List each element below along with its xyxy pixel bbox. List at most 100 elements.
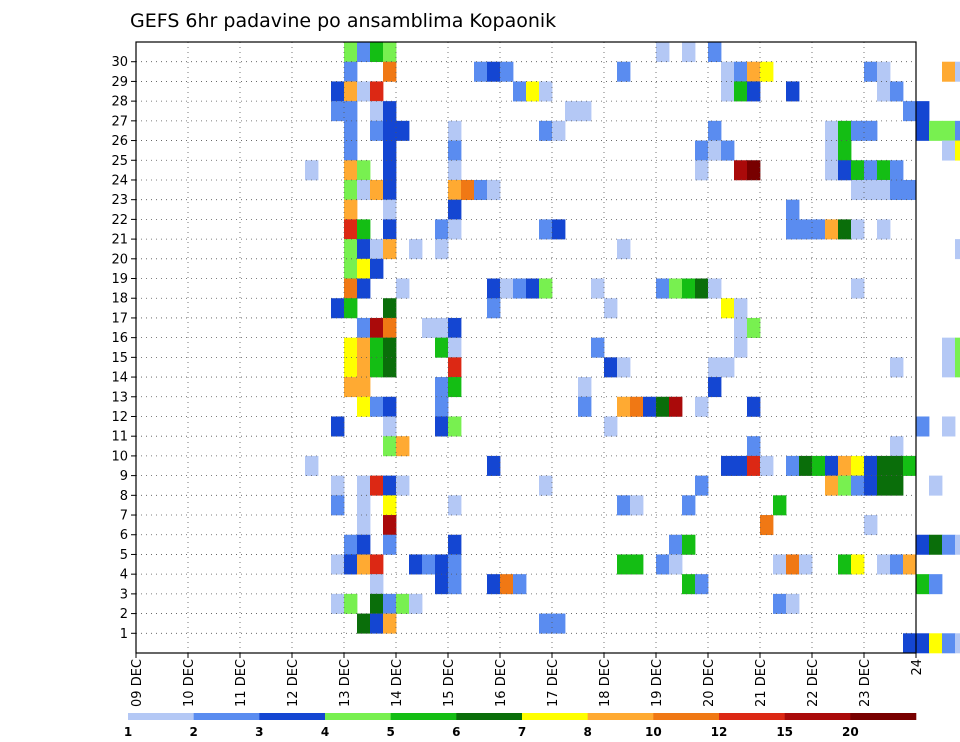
- heatmap-cell: [344, 258, 358, 279]
- heatmap-cell: [383, 337, 397, 358]
- heatmap-cell: [370, 120, 384, 141]
- heatmap-cell: [838, 475, 852, 496]
- heatmap-cell: [383, 495, 397, 516]
- heatmap-cell: [357, 179, 371, 200]
- colorbar-swatch: [128, 713, 194, 720]
- x-tick-label: 24: [910, 659, 925, 676]
- heatmap-cell: [825, 120, 839, 141]
- x-tick-label: 12 DEC: [286, 659, 301, 707]
- heatmap-cell: [591, 278, 605, 299]
- heatmap-cell: [370, 357, 384, 378]
- heatmap-cell: [448, 219, 462, 240]
- x-tick-label: 21 DEC: [754, 659, 769, 707]
- heatmap-cell: [877, 554, 891, 575]
- heatmap-cell: [734, 160, 748, 181]
- heatmap-cell: [695, 475, 709, 496]
- heatmap-cell: [357, 377, 371, 398]
- heatmap-cell: [513, 278, 527, 299]
- colorbar-label: 1: [124, 725, 132, 739]
- heatmap-cell: [890, 81, 904, 102]
- heatmap-cell: [708, 357, 722, 378]
- heatmap-cell: [370, 337, 384, 358]
- heatmap-cell: [344, 219, 358, 240]
- heatmap-cell: [370, 258, 384, 279]
- heatmap-cell: [617, 396, 631, 417]
- x-tick-label: 19 DEC: [650, 659, 665, 707]
- heatmap-cell: [942, 337, 956, 358]
- heatmap-cell: [383, 317, 397, 338]
- heatmap-cell: [617, 61, 631, 82]
- heatmap-cell: [448, 554, 462, 575]
- heatmap-cell: [721, 357, 735, 378]
- heatmap-cell: [721, 81, 735, 102]
- heatmap-cell: [955, 61, 960, 82]
- heatmap-cell: [487, 298, 501, 319]
- y-tick-label: 29: [111, 75, 128, 90]
- y-tick-label: 19: [111, 272, 128, 287]
- heatmap-cell: [851, 160, 865, 181]
- heatmap-cell: [838, 219, 852, 240]
- heatmap-cell: [903, 554, 917, 575]
- heatmap-cell: [747, 81, 761, 102]
- heatmap-cell: [448, 357, 462, 378]
- heatmap-cell: [682, 42, 696, 63]
- heatmap-cell: [344, 140, 358, 161]
- heatmap-cell: [526, 278, 540, 299]
- grid-lines: [136, 42, 916, 653]
- heatmap-cell: [955, 140, 960, 161]
- heatmap-cell: [370, 179, 384, 200]
- heatmap-cell: [903, 179, 917, 200]
- y-tick-label: 5: [120, 548, 128, 563]
- heatmap-cell: [370, 613, 384, 634]
- heatmap-cell: [357, 337, 371, 358]
- colorbar-label: 15: [776, 725, 793, 739]
- heatmap-cell: [344, 554, 358, 575]
- heatmap-cell: [760, 455, 774, 476]
- heatmap-cell: [864, 120, 878, 141]
- heatmap-cell: [604, 357, 618, 378]
- heatmap-cell: [357, 396, 371, 417]
- heatmap-cell: [357, 278, 371, 299]
- heatmap-cell: [422, 317, 436, 338]
- heatmap-cell: [955, 337, 960, 358]
- heatmap-cell: [656, 554, 670, 575]
- heatmap-cell: [942, 357, 956, 378]
- y-tick-label: 16: [111, 331, 128, 346]
- x-tick-label: 14 DEC: [390, 659, 405, 707]
- heatmap-cell: [448, 140, 462, 161]
- heatmap-cell: [344, 357, 358, 378]
- heatmap-cell: [851, 475, 865, 496]
- heatmap-cell: [864, 61, 878, 82]
- heatmap-cell: [955, 633, 960, 654]
- heatmap-cell: [357, 239, 371, 260]
- heatmap-cell: [682, 574, 696, 595]
- heatmap-cell: [721, 455, 735, 476]
- x-tick-label: 22 DEC: [806, 659, 821, 707]
- heatmap-cell: [760, 515, 774, 536]
- heatmap-cell: [916, 574, 930, 595]
- heatmap-cell: [708, 278, 722, 299]
- heatmap-cell: [344, 101, 358, 122]
- heatmap-cell: [357, 534, 371, 555]
- heatmap-cell: [383, 475, 397, 496]
- heatmap-cell: [461, 179, 475, 200]
- x-tick-label: 10 DEC: [182, 659, 197, 707]
- heatmap-cell: [877, 475, 891, 496]
- heatmap-cell: [942, 120, 956, 141]
- heatmap-cell: [617, 239, 631, 260]
- heatmap-cell: [344, 239, 358, 260]
- heatmap-cell: [682, 534, 696, 555]
- heatmap-cell: [890, 475, 904, 496]
- heatmap-cell: [383, 101, 397, 122]
- heatmap-cell: [916, 101, 930, 122]
- heatmap-cell: [838, 554, 852, 575]
- heatmap-cell: [695, 278, 709, 299]
- heatmap-cell: [305, 455, 319, 476]
- heatmap-cell: [682, 495, 696, 516]
- heatmap-cell: [305, 160, 319, 181]
- y-tick-label: 26: [111, 134, 128, 149]
- heatmap-cell: [357, 495, 371, 516]
- heatmap-cell: [643, 396, 657, 417]
- heatmap-cell: [344, 377, 358, 398]
- colorbar-swatch: [456, 713, 523, 720]
